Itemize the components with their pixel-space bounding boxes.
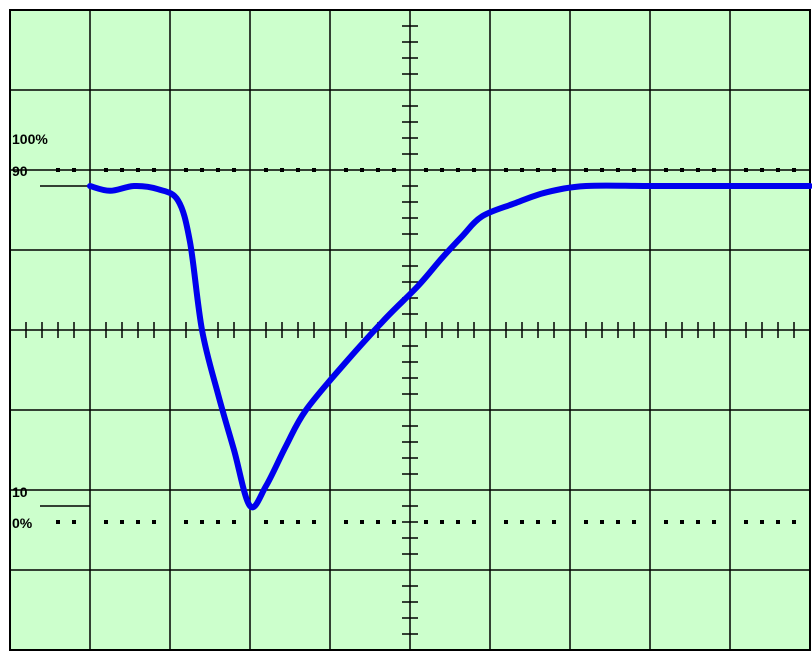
reference-dot <box>296 168 300 172</box>
reference-dot <box>584 168 588 172</box>
reference-dot <box>104 520 108 524</box>
reference-dot <box>344 168 348 172</box>
reference-dot <box>376 168 380 172</box>
reference-dot <box>152 168 156 172</box>
reference-dot <box>392 168 396 172</box>
reference-dot <box>552 520 556 524</box>
reference-dot <box>600 168 604 172</box>
label-90: 90 <box>12 163 28 179</box>
reference-dot <box>680 168 684 172</box>
reference-dot <box>280 520 284 524</box>
reference-dot <box>632 168 636 172</box>
reference-dot <box>56 520 60 524</box>
reference-dot <box>536 168 540 172</box>
label-0-percent: 0% <box>12 515 33 531</box>
reference-dot <box>440 168 444 172</box>
reference-dot <box>424 168 428 172</box>
reference-dot <box>520 168 524 172</box>
reference-levels <box>40 168 796 524</box>
reference-dot <box>216 168 220 172</box>
reference-dot <box>200 168 204 172</box>
reference-dot <box>504 168 508 172</box>
reference-dot <box>744 520 748 524</box>
reference-dot <box>600 520 604 524</box>
reference-dot <box>264 520 268 524</box>
reference-dot <box>184 168 188 172</box>
reference-dot <box>456 168 460 172</box>
reference-dot <box>440 520 444 524</box>
reference-dot <box>712 168 716 172</box>
reference-dot <box>760 520 764 524</box>
reference-dot <box>744 168 748 172</box>
reference-dot <box>232 520 236 524</box>
reference-dot <box>456 520 460 524</box>
reference-dot <box>616 168 620 172</box>
reference-dot <box>696 168 700 172</box>
reference-dot <box>136 168 140 172</box>
reference-dot <box>216 520 220 524</box>
trace-layer <box>87 182 812 511</box>
reference-dot <box>536 520 540 524</box>
reference-dot <box>472 168 476 172</box>
reference-dot <box>392 520 396 524</box>
reference-dot <box>56 168 60 172</box>
reference-dot <box>136 520 140 524</box>
graticule <box>10 10 810 650</box>
reference-dot <box>664 520 668 524</box>
reference-dot <box>616 520 620 524</box>
reference-dot <box>312 520 316 524</box>
label-10: 10 <box>12 484 28 500</box>
reference-dot <box>632 520 636 524</box>
reference-dot <box>184 520 188 524</box>
reference-dot <box>264 168 268 172</box>
reference-dot <box>504 520 508 524</box>
reference-dot <box>344 520 348 524</box>
reference-dot <box>232 168 236 172</box>
reference-dot <box>360 168 364 172</box>
label-100-percent: 100% <box>12 131 48 147</box>
reference-dot <box>296 520 300 524</box>
reference-dot <box>152 520 156 524</box>
reference-dot <box>664 168 668 172</box>
reference-dot <box>280 168 284 172</box>
reference-dot <box>312 168 316 172</box>
reference-dot <box>680 520 684 524</box>
reference-dot <box>120 168 124 172</box>
reference-dot <box>792 520 796 524</box>
reference-dot <box>776 520 780 524</box>
reference-dot <box>200 520 204 524</box>
reference-dot <box>72 520 76 524</box>
reference-dot <box>552 168 556 172</box>
reference-dot <box>472 520 476 524</box>
reference-dot <box>584 520 588 524</box>
reference-dot <box>72 168 76 172</box>
reference-dot <box>712 520 716 524</box>
reference-dot <box>376 520 380 524</box>
reference-dot <box>104 168 108 172</box>
reference-dot <box>120 520 124 524</box>
reference-dot <box>776 168 780 172</box>
reference-dot <box>360 520 364 524</box>
reference-dot <box>520 520 524 524</box>
reference-dot <box>760 168 764 172</box>
reference-dot <box>696 520 700 524</box>
reference-dot <box>424 520 428 524</box>
level-labels: 100% 90 10 0% <box>12 131 48 531</box>
reference-dot <box>792 168 796 172</box>
signal-trace <box>87 182 812 511</box>
